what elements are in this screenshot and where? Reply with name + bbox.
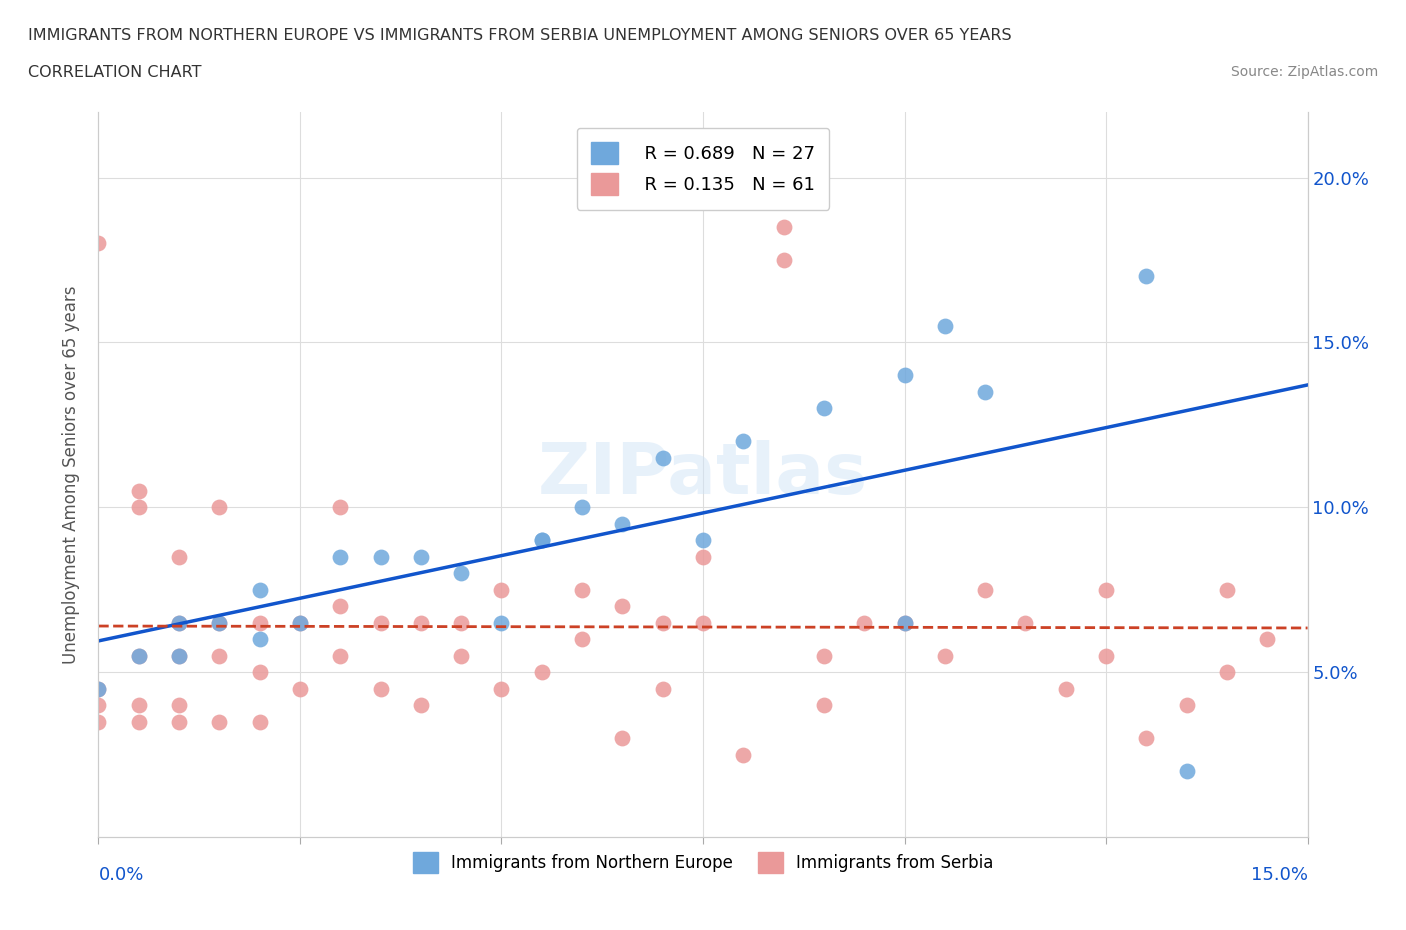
Point xyxy=(167,616,190,631)
Text: 0.0%: 0.0% xyxy=(98,866,143,884)
Point xyxy=(1135,731,1157,746)
Point xyxy=(208,714,231,729)
Point xyxy=(612,599,634,614)
Point xyxy=(329,599,352,614)
Point xyxy=(167,550,190,565)
Point xyxy=(167,698,190,712)
Point xyxy=(249,714,271,729)
Point xyxy=(87,714,110,729)
Point xyxy=(87,698,110,712)
Point xyxy=(772,219,794,234)
Point xyxy=(934,648,956,663)
Point xyxy=(128,714,150,729)
Point xyxy=(87,681,110,696)
Point xyxy=(450,648,472,663)
Point xyxy=(370,550,392,565)
Point xyxy=(893,368,915,383)
Point xyxy=(772,253,794,268)
Point xyxy=(813,401,835,416)
Point xyxy=(1216,582,1239,597)
Point xyxy=(87,681,110,696)
Point xyxy=(288,616,311,631)
Point xyxy=(1095,582,1118,597)
Point xyxy=(329,648,352,663)
Point xyxy=(450,565,472,580)
Point xyxy=(813,648,835,663)
Point xyxy=(491,616,513,631)
Point xyxy=(128,499,150,514)
Point xyxy=(167,648,190,663)
Point xyxy=(288,681,311,696)
Point xyxy=(571,631,593,646)
Point xyxy=(692,550,714,565)
Point xyxy=(128,648,150,663)
Point xyxy=(288,616,311,631)
Point xyxy=(974,582,997,597)
Point xyxy=(1014,616,1036,631)
Point xyxy=(128,698,150,712)
Point xyxy=(167,616,190,631)
Point xyxy=(1175,698,1198,712)
Legend: Immigrants from Northern Europe, Immigrants from Serbia: Immigrants from Northern Europe, Immigra… xyxy=(406,845,1000,880)
Point xyxy=(530,533,553,548)
Point xyxy=(934,318,956,333)
Point xyxy=(1135,269,1157,284)
Point xyxy=(409,616,432,631)
Point xyxy=(571,582,593,597)
Point xyxy=(249,616,271,631)
Point xyxy=(249,582,271,597)
Point xyxy=(1054,681,1077,696)
Point xyxy=(450,616,472,631)
Point xyxy=(167,714,190,729)
Point xyxy=(651,450,673,465)
Point xyxy=(974,384,997,399)
Text: CORRELATION CHART: CORRELATION CHART xyxy=(28,65,201,80)
Point xyxy=(208,648,231,663)
Point xyxy=(249,665,271,680)
Point xyxy=(692,533,714,548)
Point xyxy=(128,484,150,498)
Point xyxy=(1256,631,1278,646)
Point xyxy=(208,499,231,514)
Point xyxy=(692,616,714,631)
Point xyxy=(612,731,634,746)
Point xyxy=(491,582,513,597)
Point xyxy=(409,698,432,712)
Point xyxy=(733,747,755,762)
Point xyxy=(409,550,432,565)
Point xyxy=(530,533,553,548)
Point xyxy=(893,616,915,631)
Point xyxy=(651,616,673,631)
Point xyxy=(128,648,150,663)
Point xyxy=(249,631,271,646)
Point xyxy=(813,698,835,712)
Point xyxy=(1216,665,1239,680)
Point xyxy=(87,236,110,251)
Point xyxy=(329,550,352,565)
Point xyxy=(733,434,755,449)
Text: ZIPatlas: ZIPatlas xyxy=(538,440,868,509)
Point xyxy=(491,681,513,696)
Point xyxy=(370,681,392,696)
Point xyxy=(1175,764,1198,778)
Point xyxy=(530,665,553,680)
Y-axis label: Unemployment Among Seniors over 65 years: Unemployment Among Seniors over 65 years xyxy=(62,286,80,663)
Point xyxy=(853,616,876,631)
Point xyxy=(167,648,190,663)
Point xyxy=(370,616,392,631)
Point xyxy=(329,499,352,514)
Text: IMMIGRANTS FROM NORTHERN EUROPE VS IMMIGRANTS FROM SERBIA UNEMPLOYMENT AMONG SEN: IMMIGRANTS FROM NORTHERN EUROPE VS IMMIG… xyxy=(28,28,1012,43)
Point xyxy=(651,681,673,696)
Point xyxy=(208,616,231,631)
Text: 15.0%: 15.0% xyxy=(1250,866,1308,884)
Text: Source: ZipAtlas.com: Source: ZipAtlas.com xyxy=(1230,65,1378,79)
Point xyxy=(612,516,634,531)
Point xyxy=(571,499,593,514)
Point xyxy=(893,616,915,631)
Point xyxy=(208,616,231,631)
Point xyxy=(1095,648,1118,663)
